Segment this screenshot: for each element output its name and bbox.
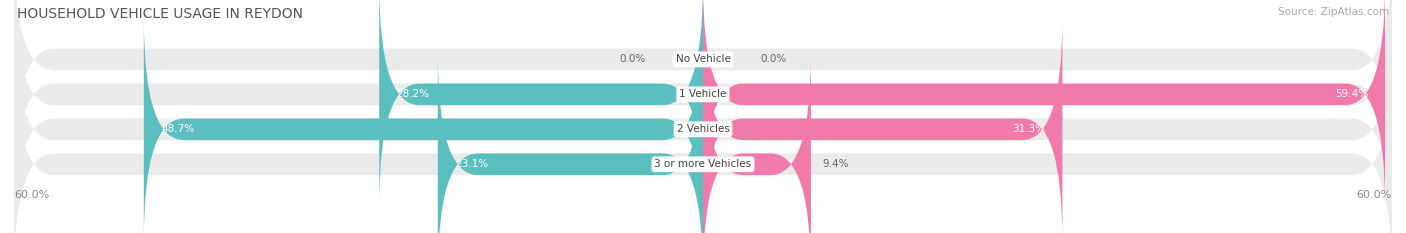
Text: 59.4%: 59.4% bbox=[1334, 89, 1368, 99]
Text: No Vehicle: No Vehicle bbox=[675, 55, 731, 64]
FancyBboxPatch shape bbox=[380, 0, 703, 206]
Text: 0.0%: 0.0% bbox=[761, 55, 787, 64]
Text: 0.0%: 0.0% bbox=[619, 55, 645, 64]
Text: 9.4%: 9.4% bbox=[823, 159, 849, 169]
FancyBboxPatch shape bbox=[14, 0, 1392, 171]
Text: HOUSEHOLD VEHICLE USAGE IN REYDON: HOUSEHOLD VEHICLE USAGE IN REYDON bbox=[17, 7, 302, 21]
FancyBboxPatch shape bbox=[14, 18, 1392, 233]
Text: 60.0%: 60.0% bbox=[1357, 191, 1392, 200]
FancyBboxPatch shape bbox=[703, 0, 1385, 206]
Text: 2 Vehicles: 2 Vehicles bbox=[676, 124, 730, 134]
FancyBboxPatch shape bbox=[703, 18, 1063, 233]
Text: Source: ZipAtlas.com: Source: ZipAtlas.com bbox=[1278, 7, 1389, 17]
Text: 48.7%: 48.7% bbox=[162, 124, 194, 134]
Text: 31.3%: 31.3% bbox=[1012, 124, 1045, 134]
FancyBboxPatch shape bbox=[14, 0, 1392, 206]
Text: 1 Vehicle: 1 Vehicle bbox=[679, 89, 727, 99]
Text: 3 or more Vehicles: 3 or more Vehicles bbox=[654, 159, 752, 169]
Text: 60.0%: 60.0% bbox=[14, 191, 49, 200]
FancyBboxPatch shape bbox=[437, 53, 703, 233]
Text: 23.1%: 23.1% bbox=[456, 159, 488, 169]
FancyBboxPatch shape bbox=[14, 53, 1392, 233]
Text: 28.2%: 28.2% bbox=[396, 89, 430, 99]
FancyBboxPatch shape bbox=[143, 18, 703, 233]
FancyBboxPatch shape bbox=[703, 53, 811, 233]
